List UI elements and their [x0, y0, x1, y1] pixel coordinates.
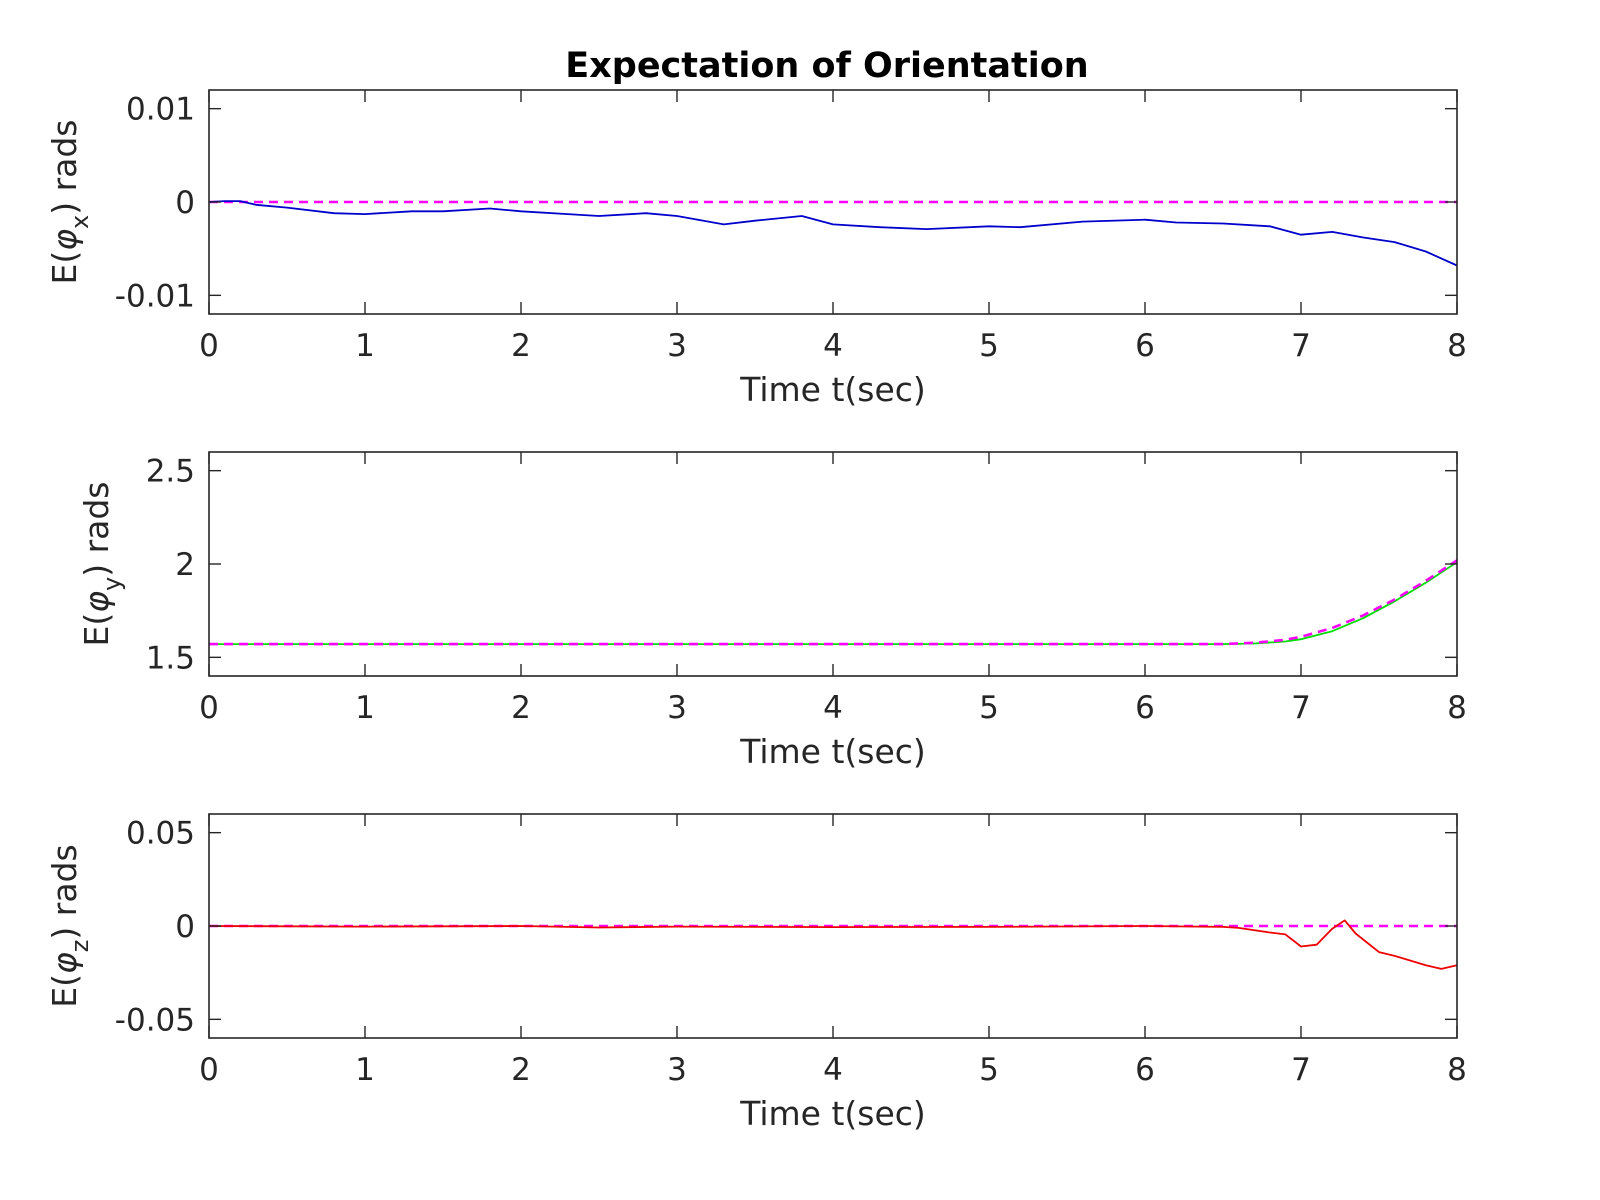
x-tick-label: 1: [355, 690, 375, 726]
y-axis-label: E(φx) rads: [45, 119, 94, 284]
x-tick-label: 8: [1447, 690, 1467, 726]
y-axis-label-subscript: x: [66, 215, 94, 229]
y-tick-label: 2: [175, 547, 195, 583]
figure-title: Expectation of Orientation: [565, 46, 1088, 86]
series-group: [209, 559, 1457, 646]
x-tick-label: 6: [1135, 328, 1155, 364]
y-tick-label: 0.05: [126, 816, 195, 852]
x-tick-label: 2: [511, 328, 531, 364]
subplot-2: 0 1 2 3 4 5 6 7 8 1.5 2 2.5 Time t(sec) E(φy) rads: [77, 451, 1467, 771]
x-tick-label: 0: [199, 690, 219, 726]
series-line-estimate: [209, 919, 1457, 970]
y-tick-label: 0.01: [126, 92, 195, 128]
x-tick-label: 0: [199, 328, 219, 364]
y-axis-label-prefix: E(: [77, 613, 116, 647]
y-axis-label-symbol: φ: [45, 229, 84, 251]
y-tick-label: 2.5: [146, 454, 195, 490]
x-tick-label: 8: [1447, 1052, 1467, 1088]
x-tick-label: 1: [355, 328, 375, 364]
x-axis-label: Time t(sec): [739, 732, 926, 771]
y-tick-label: 0: [175, 185, 195, 221]
y-axis-label-symbol: φ: [77, 591, 116, 613]
series-line-estimate: [209, 200, 1457, 267]
x-tick-label: 6: [1135, 690, 1155, 726]
x-axis-label: Time t(sec): [739, 1094, 926, 1133]
series-group: [209, 919, 1457, 970]
y-axis-label-prefix: E(: [45, 251, 84, 285]
y-axis-label-prefix: E(: [45, 974, 84, 1008]
x-tick-label: 3: [667, 328, 687, 364]
x-tick-label: 4: [823, 1052, 843, 1088]
y-axis-label-suffix: ) rads: [45, 119, 84, 214]
x-tick-label: 0: [199, 1052, 219, 1088]
x-tick-label: 6: [1135, 1052, 1155, 1088]
series-line-estimate: [209, 561, 1457, 645]
x-tick-label: 8: [1447, 328, 1467, 364]
x-tick-label: 4: [823, 690, 843, 726]
y-axis-label: E(φz) rads: [45, 844, 94, 1007]
x-tick-label: 7: [1291, 1052, 1311, 1088]
x-tick-label: 5: [979, 1052, 999, 1088]
x-axis-label: Time t(sec): [739, 370, 926, 409]
y-axis-label-subscript: y: [98, 577, 126, 591]
y-axis-label-subscript: z: [66, 940, 94, 953]
y-axis-label: E(φy) rads: [77, 481, 126, 646]
y-tick-label: -0.05: [115, 1002, 195, 1038]
x-tick-label: 3: [667, 1052, 687, 1088]
x-tick-label: 4: [823, 328, 843, 364]
x-tick-label: 5: [979, 690, 999, 726]
y-axis-label-suffix: ) rads: [45, 844, 84, 939]
y-tick-label: 1.5: [146, 640, 195, 676]
x-tick-label: 3: [667, 690, 687, 726]
y-tick-label: -0.01: [115, 278, 195, 314]
y-axis-label-suffix: ) rads: [77, 481, 116, 576]
plot-area: [209, 452, 1457, 676]
x-tick-label: 7: [1291, 690, 1311, 726]
series-group: [209, 200, 1457, 267]
x-tick-label: 5: [979, 328, 999, 364]
x-tick-label: 1: [355, 1052, 375, 1088]
x-tick-label: 2: [511, 1052, 531, 1088]
x-tick-label: 2: [511, 690, 531, 726]
y-tick-label: 0: [175, 909, 195, 945]
x-tick-label: 7: [1291, 328, 1311, 364]
y-axis-label-symbol: φ: [45, 952, 84, 974]
